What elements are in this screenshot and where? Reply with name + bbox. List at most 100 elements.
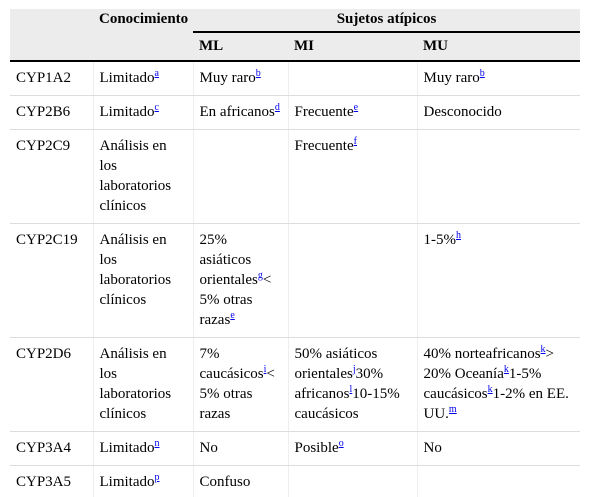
table-cell: No <box>417 431 581 466</box>
footnote-link[interactable]: o <box>338 438 344 449</box>
cell-text: Limitado <box>99 474 155 490</box>
cell-text: Limitado <box>99 104 155 120</box>
footnote-link[interactable]: k <box>503 364 509 375</box>
corner <box>10 9 93 62</box>
cell-text: En africanos <box>199 104 275 120</box>
table-cell: Limitadoc <box>93 95 194 130</box>
table-cell: Frecuentee <box>288 95 418 130</box>
cell-text: CYP2C9 <box>16 138 71 154</box>
cell-text: 40% norteafricanos <box>423 346 541 362</box>
table-cell <box>193 129 289 224</box>
table-cell: CYP2C9 <box>10 129 94 224</box>
table-cell: 40% norteafricanosk> 20% Oceaníak1-5% ca… <box>417 337 581 432</box>
header-cell <box>93 32 193 62</box>
footnote-link[interactable]: f <box>353 136 357 147</box>
table-cell: Frecuentef <box>288 129 418 224</box>
cell-text: Posible <box>294 440 339 456</box>
table-row: CYP2C9 Análisis en los laboratorios clíni… <box>10 129 581 224</box>
table-cell <box>288 465 418 497</box>
cell-text: 1-2% en EE. UU. <box>423 386 569 422</box>
cell-text: CYP3A5 <box>16 474 72 490</box>
table-cell <box>417 129 581 224</box>
cell-text: 7% caucásicos <box>199 346 264 382</box>
table-cell: CYP3A5 <box>10 465 94 497</box>
footnote-link[interactable]: e <box>230 310 235 321</box>
footnote-link[interactable]: g <box>257 270 263 281</box>
table-row: CYP2C19 Análisis en los laboratorios clín… <box>10 223 581 338</box>
cell-text: 30% africanos <box>294 366 384 402</box>
table-cell: Análisis en los laboratorios clínicos <box>93 223 194 338</box>
table-cell: 1-5%h <box>417 223 581 338</box>
cell-text: CYP2B6 <box>16 104 71 120</box>
footnote-link[interactable]: d <box>274 102 280 113</box>
footnote-link[interactable]: c <box>154 102 159 113</box>
table-body: CYP1A2 Limitadoa Muy rarob Muy rarob CYP2B6 L… <box>10 61 581 497</box>
cell-text: 10-15% caucásicos <box>294 386 400 422</box>
cell-text: Frecuente <box>294 138 354 154</box>
table-cell <box>288 61 418 96</box>
table-cell: Limitadoa <box>93 61 194 96</box>
table-cell: En africanosd <box>193 95 289 130</box>
footnote-link[interactable]: l <box>349 384 353 395</box>
cell-text: 1-5% caucásicos <box>423 366 542 402</box>
table-cell: CYP2D6 <box>10 337 94 432</box>
footnote-link[interactable]: h <box>456 230 461 241</box>
cell-text: No <box>423 440 442 456</box>
table-cell: Análisis en los laboratorios clínicos <box>93 129 194 224</box>
cell-text: Muy raro <box>199 70 256 86</box>
cell-text: < 5% otras razas <box>199 272 272 328</box>
footnote-link[interactable]: j <box>352 364 356 375</box>
footnote-link[interactable]: k <box>487 384 493 395</box>
table-row: CYP1A2 Limitadoa Muy rarob Muy rarob <box>10 61 581 96</box>
cell-text: 50% asiáticos orientales <box>294 346 378 382</box>
cell-text: Limitado <box>99 70 155 86</box>
table-cell: Confuso <box>193 465 289 497</box>
table-cell: 7% caucásicosi< 5% otras razas <box>193 337 289 432</box>
table-cell: Muy rarob <box>417 61 581 96</box>
cell-text: 25% asiáticos orientales <box>199 232 258 288</box>
table-cell: 25% asiáticos orientalesg< 5% otras raza… <box>193 223 289 338</box>
cell-text: > 20% Oceanía <box>423 346 555 382</box>
footnote-link[interactable]: b <box>255 68 261 79</box>
footnote-link[interactable]: b <box>479 68 485 79</box>
table-cell <box>288 223 418 338</box>
cell-text: Desconocido <box>423 104 502 120</box>
table-row: CYP3A4 Limitadon No Posibleo No <box>10 431 581 466</box>
table-cell: CYP1A2 <box>10 61 94 96</box>
table-cell: Muy rarob <box>193 61 289 96</box>
cell-text: No <box>199 440 218 456</box>
footnote-link[interactable]: a <box>154 68 159 79</box>
header-cell: MU <box>417 32 581 62</box>
cell-text: Muy raro <box>423 70 480 86</box>
cell-text: < 5% otras razas <box>199 366 275 422</box>
table-row: CYP2B6 Limitadoc En africanosd Frecuentee De… <box>10 95 581 130</box>
table: Conocimiento Sujetos atípicos ML MI MU C… <box>10 9 581 497</box>
header-cell: ML <box>193 32 288 62</box>
table-cell: Limitadon <box>93 431 194 466</box>
footnote-link[interactable]: p <box>154 472 160 483</box>
table-cell: CYP2C19 <box>10 223 94 338</box>
table-cell: CYP2B6 <box>10 95 94 130</box>
table-cell: No <box>193 431 289 466</box>
table-cell: Desconocido <box>417 95 581 130</box>
table-cell: Análisis en los laboratorios clínicos <box>93 337 194 432</box>
cell-text: CYP3A4 <box>16 440 72 456</box>
table-cell: CYP3A4 <box>10 431 94 466</box>
header-group: Sujetos atípicos <box>193 9 581 33</box>
footnote-link[interactable]: m <box>448 404 457 415</box>
cell-text: Análisis en los laboratorios clínicos <box>99 138 172 214</box>
table-cell: Limitadop <box>93 465 194 497</box>
footnote-link[interactable]: i <box>263 364 267 375</box>
cell-text: Análisis en los laboratorios clínicos <box>99 232 172 308</box>
footnote-link[interactable]: e <box>353 102 359 113</box>
cell-text: Análisis en los laboratorios clínicos <box>99 346 172 422</box>
cell-text: CYP1A2 <box>16 70 72 86</box>
table-cell <box>417 465 581 497</box>
table-cell: 50% asiáticos orientalesj30% africanosl1… <box>288 337 418 432</box>
footnote-link[interactable]: n <box>154 438 160 449</box>
cell-text: 1-5% <box>423 232 457 248</box>
header-cell: MI <box>288 32 417 62</box>
footnote-link[interactable]: k <box>540 344 546 355</box>
header-cell: Conocimiento <box>93 9 193 32</box>
